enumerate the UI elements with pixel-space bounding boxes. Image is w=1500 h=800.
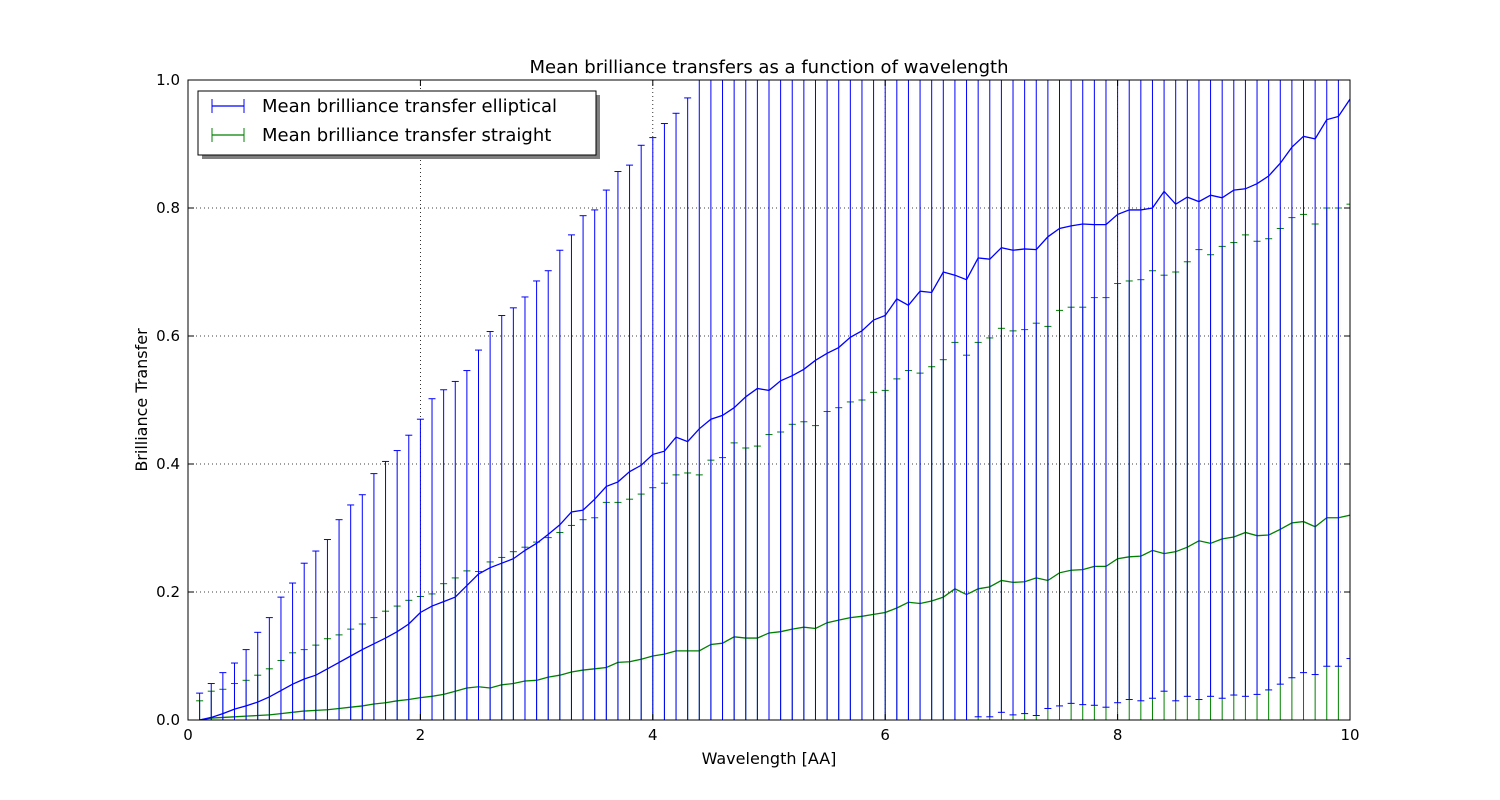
axes-frame (187, 79, 1351, 721)
y-tick-label: 0.8 (156, 199, 180, 217)
chart-title: Mean brilliance transfers as a function … (530, 57, 1009, 78)
y-tick-label: 1.0 (156, 71, 180, 89)
axis-ticks: 0 2 4 6 8 10 0.0 0.2 0.4 0.6 0.8 1.0 (156, 71, 1359, 744)
legend-label: Mean brilliance transfer straight (262, 125, 551, 146)
legend-box (197, 90, 597, 156)
y-axis-label: Brilliance Transfer (132, 328, 151, 472)
y-tick-label: 0.4 (156, 455, 180, 473)
series-0 (196, 80, 1350, 720)
legend-label: Mean brilliance transfer elliptical (262, 96, 557, 117)
y-tick-label: 0.6 (156, 327, 180, 345)
x-tick-label: 4 (648, 726, 658, 744)
x-tick-label: 2 (416, 726, 426, 744)
series-line (199, 98, 1350, 720)
legend: Mean brilliance transfer elliptical Mean … (197, 90, 600, 159)
x-tick-label: 0 (183, 726, 193, 744)
x-tick-label: 6 (880, 726, 890, 744)
plot-area (196, 80, 1350, 720)
y-tick-label: 0.0 (156, 711, 180, 729)
x-tick-label: 10 (1340, 726, 1359, 744)
legend-entries: Mean brilliance transfer elliptical Mean … (211, 96, 557, 146)
x-tick-label: 8 (1113, 726, 1123, 744)
y-tick-label: 0.2 (156, 583, 180, 601)
x-axis-label: Wavelength [AA] (702, 749, 837, 768)
